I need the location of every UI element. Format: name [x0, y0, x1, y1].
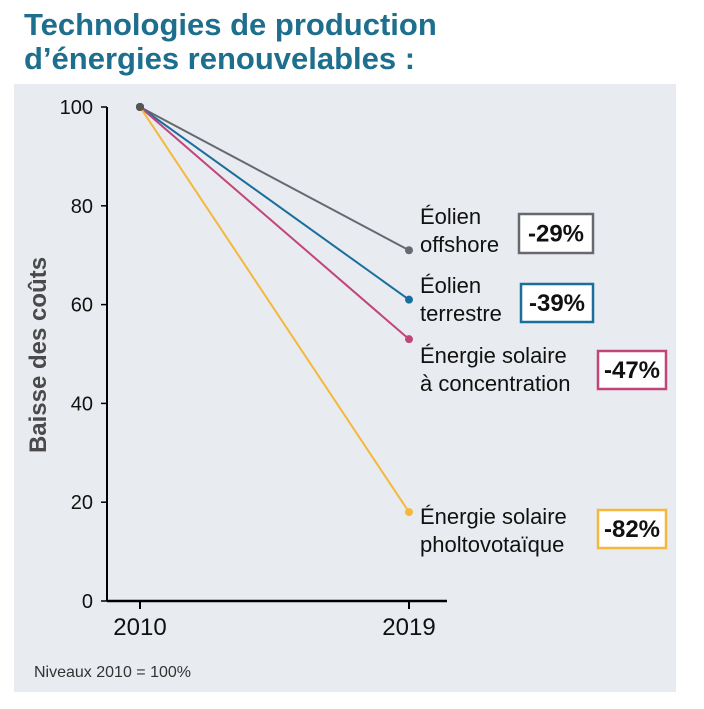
x-tick-label: 2019 — [382, 614, 435, 641]
change-badge — [519, 282, 595, 324]
y-tick-label: 80 — [71, 196, 93, 218]
data-point — [405, 335, 413, 344]
y-tick-label: 0 — [82, 591, 93, 613]
series-label: Éolien — [420, 273, 481, 298]
change-value: -29% — [528, 221, 584, 248]
chart-title-line-2: d’énergies renouvelables : — [24, 41, 416, 76]
change-value: -39% — [529, 290, 585, 317]
data-point — [405, 508, 413, 517]
series-line — [139, 106, 410, 301]
series-label: terrestre — [420, 301, 502, 326]
y-tick-label: 20 — [71, 492, 93, 514]
series-line — [139, 106, 410, 340]
series-label: Énergie solaire — [420, 504, 567, 529]
data-point — [405, 295, 413, 304]
series-label: à concentration — [420, 371, 570, 396]
series-label: offshore — [420, 232, 499, 257]
y-tick-label: 60 — [71, 295, 93, 317]
series-label: pholtovotaïque — [420, 532, 564, 557]
series-line — [139, 106, 410, 252]
change-badge — [517, 212, 595, 255]
footnote: Niveaux 2010 = 100% — [34, 664, 191, 681]
y-tick-label: 100 — [60, 97, 93, 119]
series-label: Éolien — [420, 204, 481, 229]
data-point — [405, 246, 413, 255]
change-badge — [596, 349, 668, 391]
y-tick-label: 40 — [71, 393, 93, 415]
chart-title-line-1: Technologies de production — [24, 7, 437, 42]
series-label: Énergie solaire — [420, 343, 567, 368]
series-line — [139, 106, 410, 513]
y-axis-title: Baisse des coûts — [25, 257, 52, 453]
change-value: -82% — [604, 516, 660, 543]
change-value: -47% — [604, 357, 660, 384]
chart-title: Technologies de production d’énergies re… — [24, 8, 437, 76]
change-badge — [596, 508, 668, 550]
x-tick-label: 2010 — [113, 614, 166, 641]
data-point — [136, 103, 144, 111]
chart-panel — [14, 84, 676, 692]
